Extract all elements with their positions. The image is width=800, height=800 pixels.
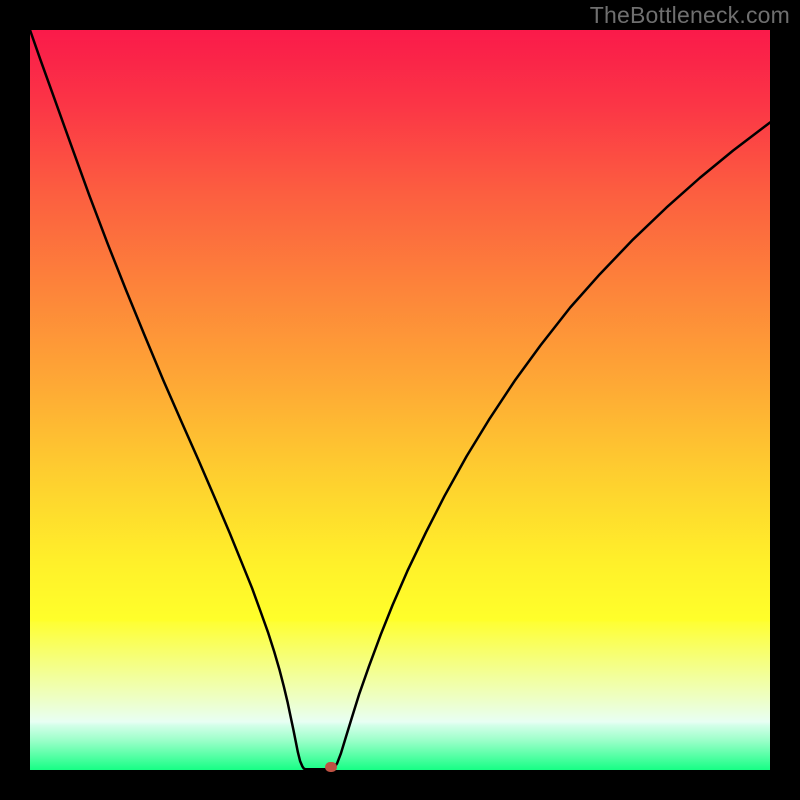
bottleneck-curve [30,30,770,770]
chart-root: { "watermark": { "text": "TheBottleneck.… [0,0,800,800]
optimum-marker [325,762,337,772]
watermark-text: TheBottleneck.com [590,2,790,29]
plot-area [30,30,770,770]
